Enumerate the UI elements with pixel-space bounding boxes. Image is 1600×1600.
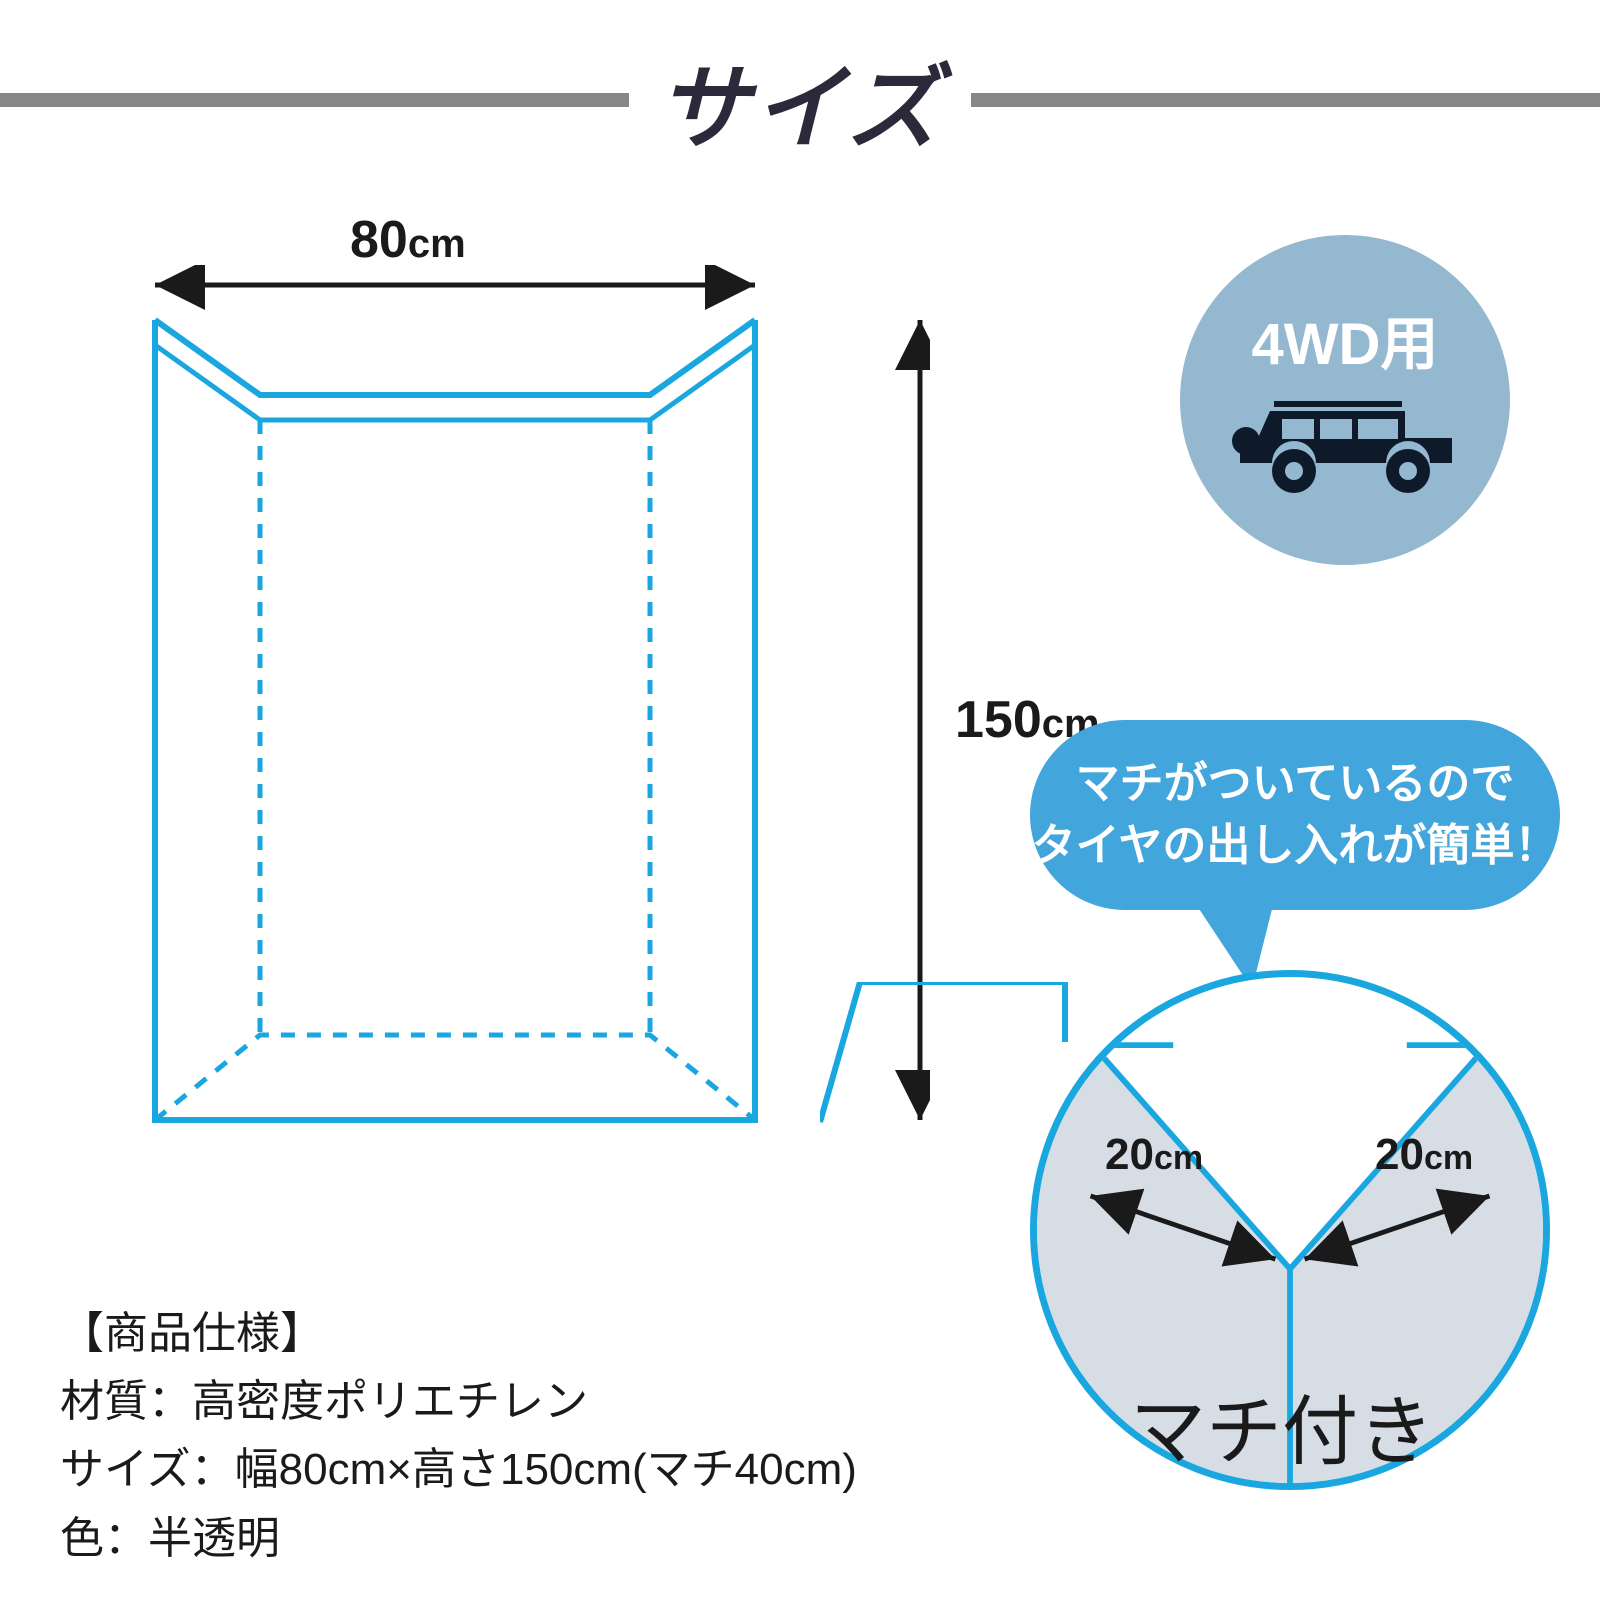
speech-line1: マチがついているので: [1076, 759, 1515, 808]
page-title: サイズ: [629, 34, 970, 167]
vehicle-badge: 4WD用: [1180, 235, 1510, 565]
gusset-right-dimension: 20cm: [1375, 1130, 1473, 1180]
header-rule-left: [0, 93, 629, 107]
gusset-right-unit: cm: [1424, 1139, 1473, 1177]
product-specs: 【商品仕様】 材質：高密度ポリエチレン サイズ：幅80cm×高さ150cm(マチ…: [60, 1300, 857, 1573]
width-value: 80: [350, 211, 408, 269]
speech-bubble: マチがついているので タイヤの出し入れが簡単！: [1030, 720, 1560, 910]
specs-material: 材質：高密度ポリエチレン: [60, 1368, 857, 1436]
gusset-left-unit: cm: [1154, 1139, 1203, 1177]
width-unit: cm: [408, 222, 466, 266]
gusset-label: マチ付き: [1130, 1370, 1434, 1480]
suv-icon: [1230, 393, 1460, 503]
gusset-right-value: 20: [1375, 1130, 1424, 1179]
gusset-left-value: 20: [1105, 1130, 1154, 1179]
speech-text: マチがついているので タイヤの出し入れが簡単！: [1032, 753, 1559, 876]
bag-diagram: [100, 265, 930, 1145]
header-row: サイズ: [0, 60, 1600, 140]
height-value: 150: [955, 691, 1042, 749]
speech-line2: タイヤの出し入れが簡単！: [1032, 821, 1559, 870]
width-dimension-label: 80cm: [350, 210, 466, 270]
specs-size: サイズ：幅80cm×高さ150cm(マチ40cm): [60, 1436, 857, 1504]
specs-color: 色：半透明: [60, 1505, 857, 1573]
header-rule-right: [971, 93, 1600, 107]
vehicle-badge-text: 4WD用: [1252, 297, 1439, 381]
gusset-left-dimension: 20cm: [1105, 1130, 1203, 1180]
specs-heading: 【商品仕様】: [60, 1300, 857, 1368]
